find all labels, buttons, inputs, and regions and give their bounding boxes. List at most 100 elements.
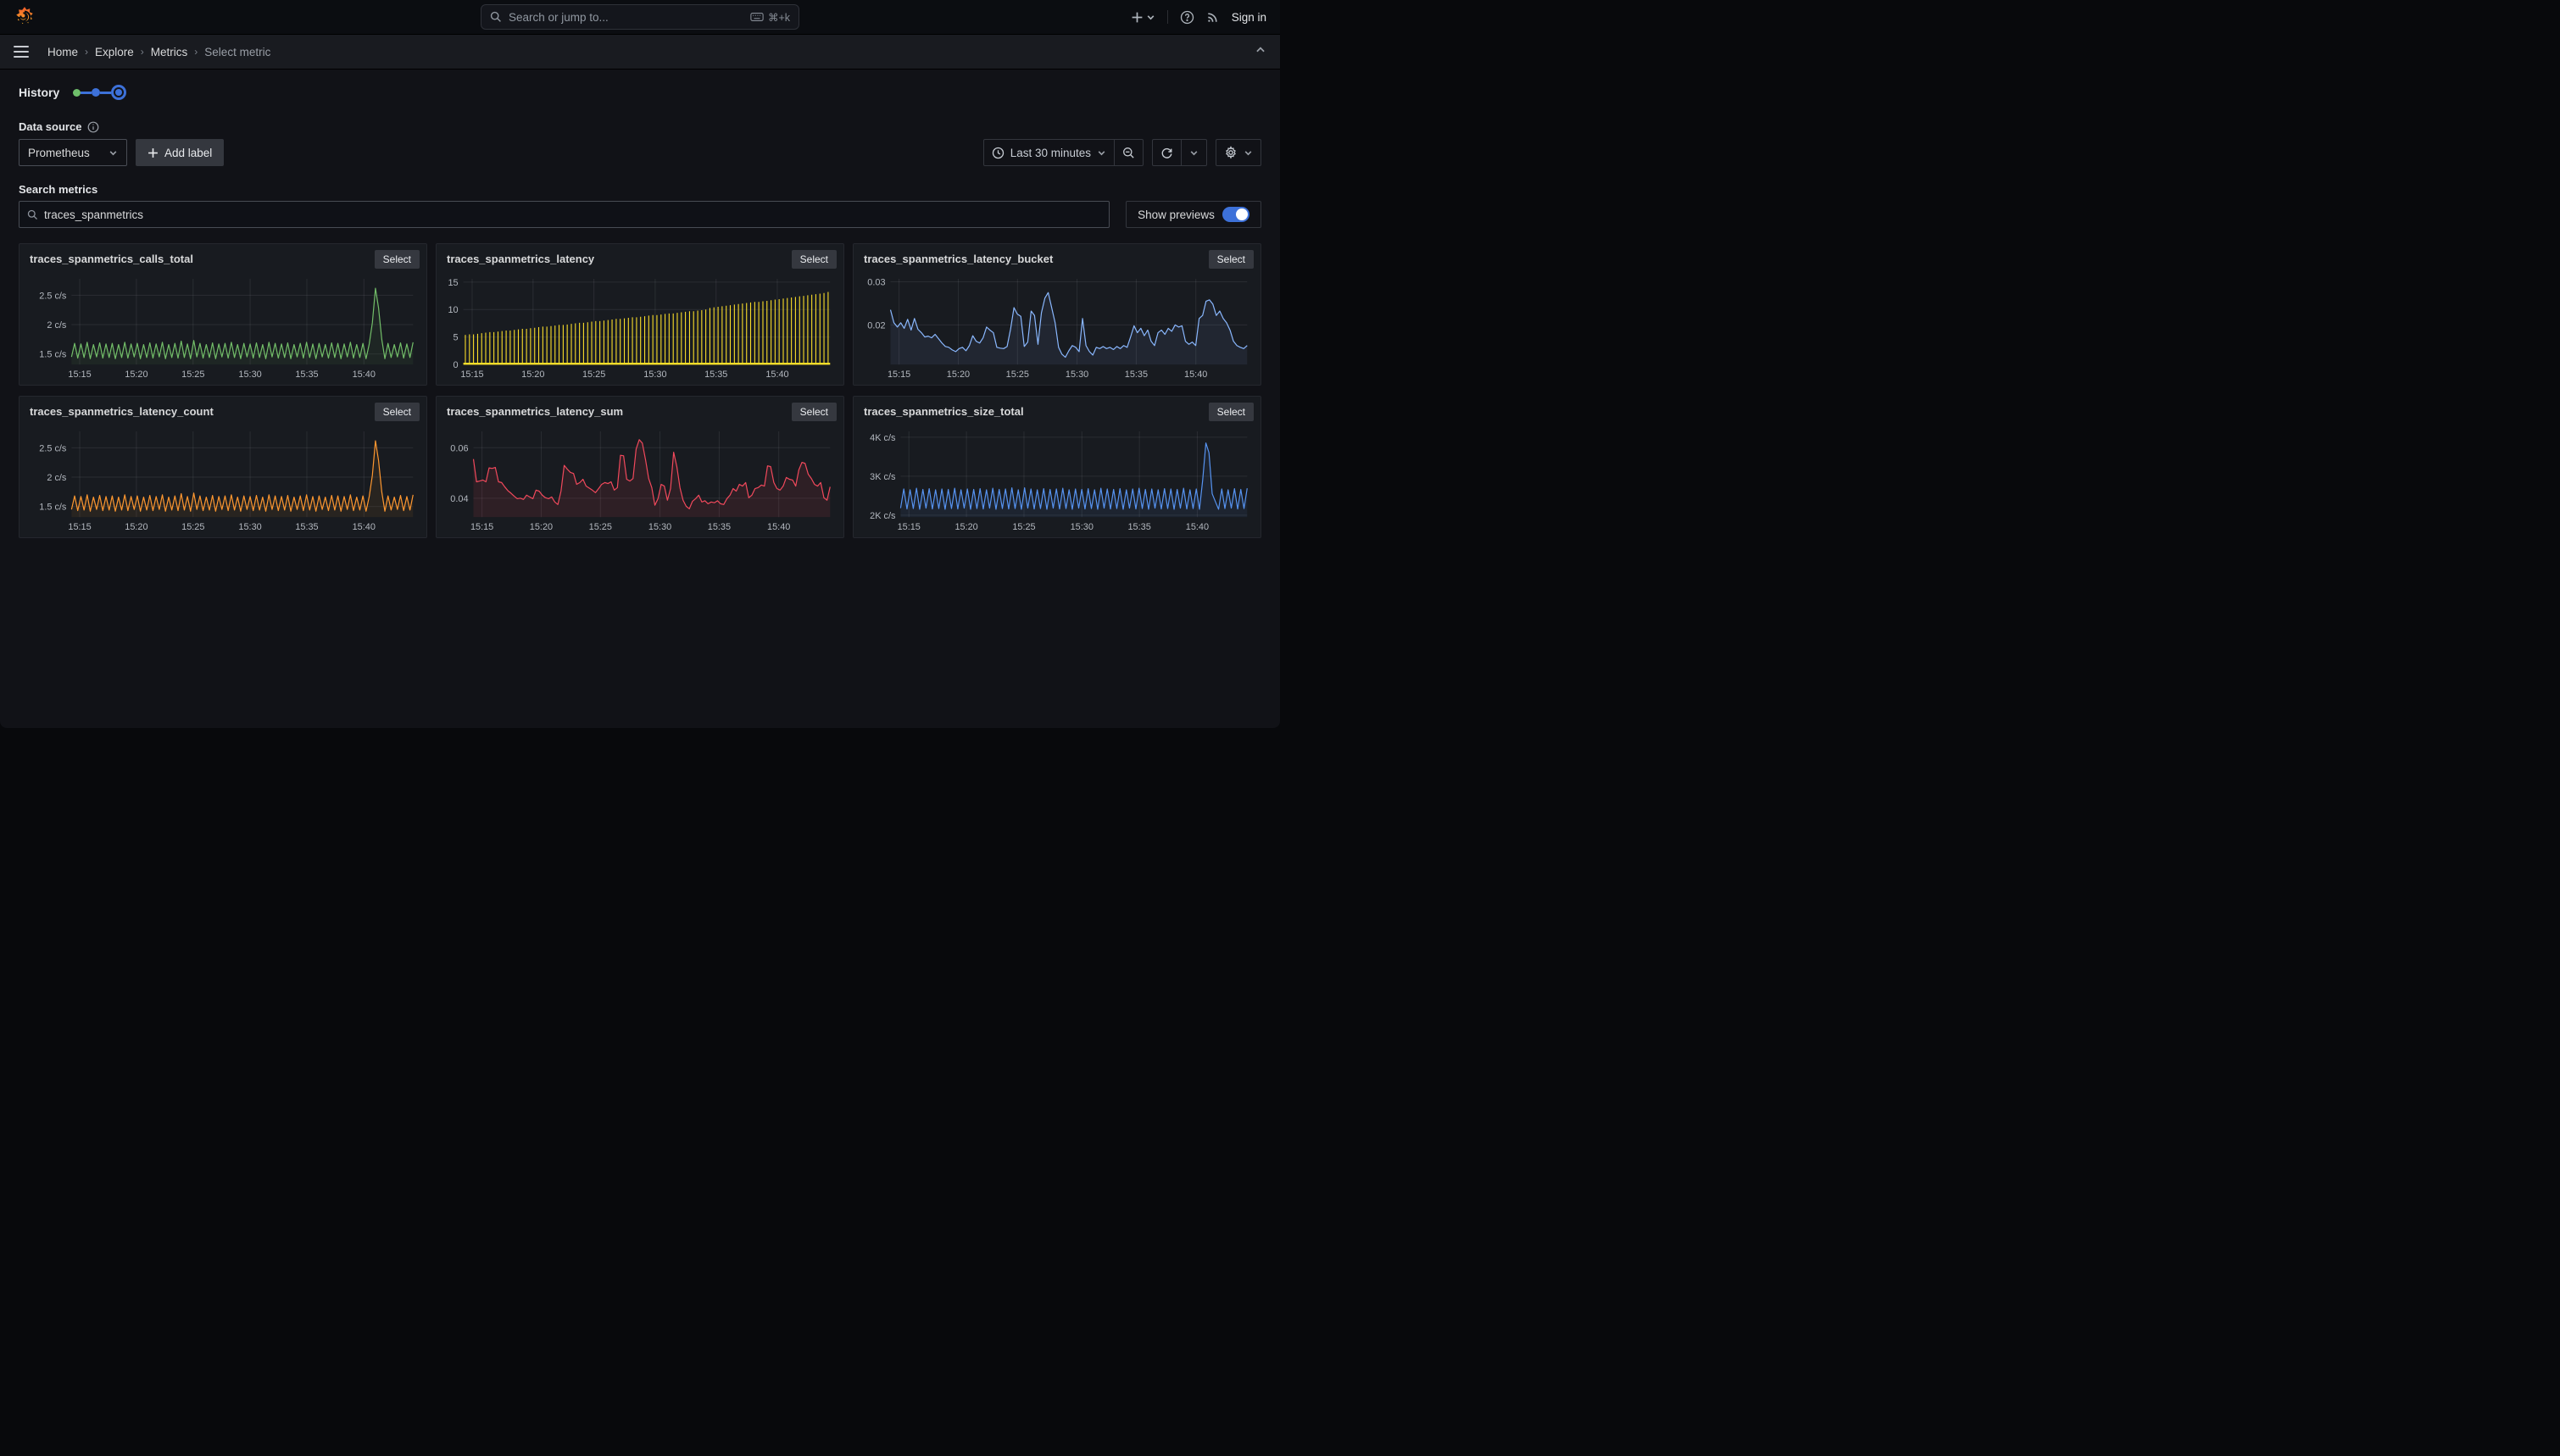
- breadcrumb-separator: ›: [141, 46, 144, 58]
- metric-panel: traces_spanmetrics_latency Select 15:15 1…: [436, 243, 844, 386]
- svg-text:15:25: 15:25: [589, 522, 612, 532]
- svg-text:15:30: 15:30: [648, 522, 671, 532]
- history-step-icon[interactable]: [92, 88, 100, 97]
- plus-icon: [1131, 11, 1144, 24]
- history-section: History: [19, 85, 1261, 100]
- show-previews-toggle[interactable]: [1222, 207, 1249, 222]
- chevron-down-icon: [109, 148, 118, 158]
- svg-text:15:35: 15:35: [708, 522, 731, 532]
- breadcrumb-metrics[interactable]: Metrics: [151, 46, 188, 58]
- refresh-group: [1152, 139, 1207, 166]
- search-metrics-row: Show previews: [19, 201, 1261, 228]
- gear-icon: [1224, 146, 1238, 159]
- svg-text:15:35: 15:35: [1127, 522, 1150, 532]
- history-step-icon[interactable]: [73, 89, 81, 97]
- help-button[interactable]: [1180, 10, 1194, 25]
- svg-text:3K c/s: 3K c/s: [870, 472, 896, 482]
- select-metric-button[interactable]: Select: [792, 250, 837, 269]
- svg-text:15:20: 15:20: [947, 370, 970, 380]
- select-metric-button[interactable]: Select: [375, 250, 420, 269]
- datasource-section-label: Data source: [19, 120, 1261, 133]
- svg-text:15:40: 15:40: [1184, 370, 1207, 380]
- metric-panel: traces_spanmetrics_size_total Select 15:…: [853, 396, 1261, 538]
- breadcrumb-explore[interactable]: Explore: [95, 46, 134, 58]
- collapse-section-button[interactable]: [1255, 44, 1266, 60]
- svg-text:0: 0: [454, 360, 459, 370]
- breadcrumb-home[interactable]: Home: [47, 46, 78, 58]
- settings-button[interactable]: [1216, 139, 1261, 166]
- datasource-label: Data source: [19, 120, 81, 133]
- top-navigation-bar: Search or jump to... ⌘+k Sign in: [0, 0, 1280, 34]
- show-previews-control: Show previews: [1126, 201, 1261, 228]
- svg-text:15:15: 15:15: [898, 522, 921, 532]
- history-connector: [81, 92, 92, 94]
- svg-text:15:30: 15:30: [238, 370, 261, 380]
- svg-text:2 c/s: 2 c/s: [47, 473, 67, 483]
- svg-text:15:35: 15:35: [1125, 370, 1148, 380]
- svg-text:1.5 c/s: 1.5 c/s: [39, 350, 67, 360]
- plus-icon: [147, 147, 159, 158]
- explore-metrics-page: History Data source Prometheus Add label: [0, 69, 1280, 728]
- time-range-picker[interactable]: Last 30 minutes: [983, 139, 1115, 166]
- global-search-placeholder: Search or jump to...: [509, 11, 743, 24]
- refresh-button[interactable]: [1152, 139, 1182, 166]
- sign-in-link[interactable]: Sign in: [1232, 11, 1266, 24]
- svg-text:15:30: 15:30: [1071, 522, 1094, 532]
- datasource-picker[interactable]: Prometheus: [19, 139, 127, 166]
- svg-text:15:40: 15:40: [767, 522, 790, 532]
- metric-search-input[interactable]: [44, 208, 1101, 221]
- svg-text:15:15: 15:15: [888, 370, 910, 380]
- select-metric-button[interactable]: Select: [792, 403, 837, 421]
- add-label-button[interactable]: Add label: [136, 139, 224, 166]
- panel-header: traces_spanmetrics_latency Select: [443, 250, 837, 269]
- news-button[interactable]: [1206, 10, 1220, 24]
- breadcrumb-separator: ›: [85, 46, 88, 58]
- question-circle-icon: [1180, 10, 1194, 25]
- metric-panel: traces_spanmetrics_latency_bucket Select…: [853, 243, 1261, 386]
- svg-text:15:15: 15:15: [460, 370, 483, 380]
- select-metric-button[interactable]: Select: [375, 403, 420, 421]
- metric-panels-grid: traces_spanmetrics_calls_total Select 15…: [19, 243, 1261, 538]
- metric-panel: traces_spanmetrics_calls_total Select 15…: [19, 243, 427, 386]
- search-icon: [27, 209, 38, 220]
- grafana-logo[interactable]: [14, 6, 36, 28]
- svg-text:15:30: 15:30: [643, 370, 666, 380]
- zoom-out-icon: [1122, 147, 1135, 159]
- clock-icon: [992, 147, 1005, 159]
- breadcrumb-bar: Home › Explore › Metrics › Select metric: [0, 34, 1280, 69]
- svg-text:15:20: 15:20: [954, 522, 977, 532]
- svg-text:15:25: 15:25: [1006, 370, 1029, 380]
- keyboard-shortcut: ⌘+k: [750, 11, 790, 24]
- svg-text:2K c/s: 2K c/s: [870, 511, 896, 521]
- add-new-button[interactable]: [1131, 11, 1155, 24]
- refresh-interval-dropdown[interactable]: [1182, 139, 1207, 166]
- global-search-input[interactable]: Search or jump to... ⌘+k: [481, 4, 799, 30]
- svg-text:15:35: 15:35: [295, 522, 318, 532]
- add-label-text: Add label: [164, 147, 212, 159]
- metric-preview-chart: 15:1515:2015:2515:3015:3515:401.5 c/s2 c…: [26, 272, 420, 383]
- zoom-out-button[interactable]: [1115, 139, 1144, 166]
- svg-text:15:40: 15:40: [353, 522, 376, 532]
- menu-toggle-button[interactable]: [14, 46, 29, 58]
- svg-text:2.5 c/s: 2.5 c/s: [39, 291, 67, 301]
- info-circle-icon[interactable]: [87, 121, 99, 133]
- history-current-step-icon[interactable]: [111, 85, 126, 100]
- svg-text:15:35: 15:35: [704, 370, 727, 380]
- rss-icon: [1206, 10, 1220, 24]
- metric-preview-chart: 15:1515:2015:2515:3015:3515:400.040.06: [443, 425, 837, 536]
- svg-text:2 c/s: 2 c/s: [47, 320, 67, 331]
- metric-preview-chart: 15:1515:2015:2515:3015:3515:402K c/s3K c…: [860, 425, 1254, 536]
- history-connector: [100, 92, 111, 94]
- svg-text:0.02: 0.02: [867, 320, 885, 331]
- panel-header: traces_spanmetrics_latency_sum Select: [443, 403, 837, 421]
- select-metric-button[interactable]: Select: [1209, 250, 1254, 269]
- time-picker-group: Last 30 minutes: [983, 139, 1144, 166]
- divider: [1167, 10, 1168, 24]
- svg-text:15:25: 15:25: [181, 522, 204, 532]
- svg-text:15:25: 15:25: [1012, 522, 1035, 532]
- svg-text:15:20: 15:20: [530, 522, 553, 532]
- svg-text:15:20: 15:20: [521, 370, 544, 380]
- svg-text:1.5 c/s: 1.5 c/s: [39, 503, 67, 513]
- svg-text:15:35: 15:35: [295, 370, 318, 380]
- select-metric-button[interactable]: Select: [1209, 403, 1254, 421]
